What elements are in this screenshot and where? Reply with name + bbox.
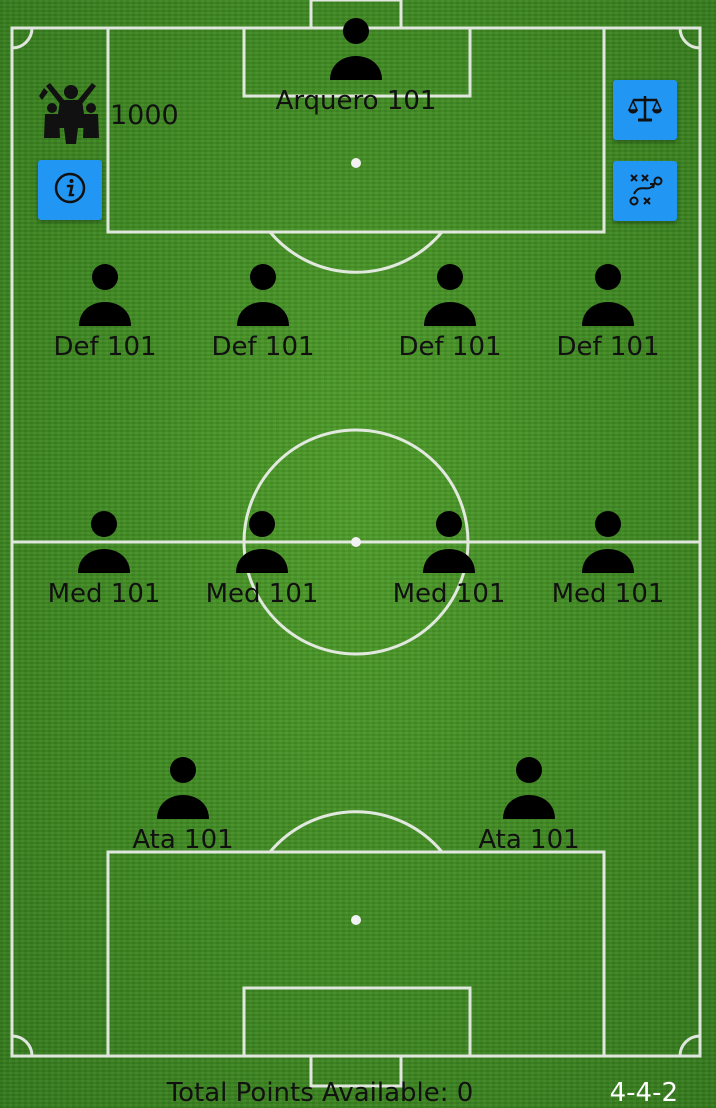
player-avatar-icon	[178, 264, 348, 328]
info-icon	[53, 171, 87, 209]
fans-cheering-icon	[36, 78, 106, 152]
tactics-board-icon	[626, 170, 664, 212]
player-midfielder-1[interactable]: Med 101	[19, 511, 189, 609]
player-label: Med 101	[551, 579, 665, 609]
player-midfielder-4[interactable]: Med 101	[523, 511, 693, 609]
budget-display: 1000	[36, 78, 179, 152]
player-avatar-icon	[177, 511, 347, 575]
player-goalkeeper[interactable]: Arquero 101	[271, 18, 441, 116]
info-button[interactable]	[38, 160, 102, 220]
total-points-label: Total Points Available: 0	[166, 1078, 474, 1108]
player-label: Med 101	[392, 579, 506, 609]
balance-button[interactable]	[613, 80, 677, 140]
player-label: Def 101	[556, 332, 660, 362]
budget-value: 1000	[110, 99, 179, 131]
player-avatar-icon	[444, 757, 614, 821]
player-avatar-icon	[271, 18, 441, 82]
player-midfielder-3[interactable]: Med 101	[364, 511, 534, 609]
player-midfielder-2[interactable]: Med 101	[177, 511, 347, 609]
player-attacker-1[interactable]: Ata 101	[98, 757, 268, 855]
player-label: Med 101	[47, 579, 161, 609]
player-avatar-icon	[20, 264, 190, 328]
player-label: Def 101	[211, 332, 315, 362]
player-label: Arquero 101	[275, 86, 437, 116]
tactics-button[interactable]	[613, 161, 677, 221]
player-avatar-icon	[365, 264, 535, 328]
player-attacker-2[interactable]: Ata 101	[444, 757, 614, 855]
player-label: Ata 101	[132, 825, 234, 855]
player-avatar-icon	[523, 264, 693, 328]
player-defender-2[interactable]: Def 101	[178, 264, 348, 362]
player-defender-4[interactable]: Def 101	[523, 264, 693, 362]
player-avatar-icon	[364, 511, 534, 575]
player-label: Ata 101	[478, 825, 580, 855]
player-defender-3[interactable]: Def 101	[365, 264, 535, 362]
player-label: Med 101	[205, 579, 319, 609]
player-avatar-icon	[19, 511, 189, 575]
player-label: Def 101	[53, 332, 157, 362]
player-label: Def 101	[398, 332, 502, 362]
player-avatar-icon	[98, 757, 268, 821]
formation-label[interactable]: 4-4-2	[609, 1078, 678, 1108]
player-defender-1[interactable]: Def 101	[20, 264, 190, 362]
player-avatar-icon	[523, 511, 693, 575]
balance-scale-icon	[627, 90, 663, 130]
